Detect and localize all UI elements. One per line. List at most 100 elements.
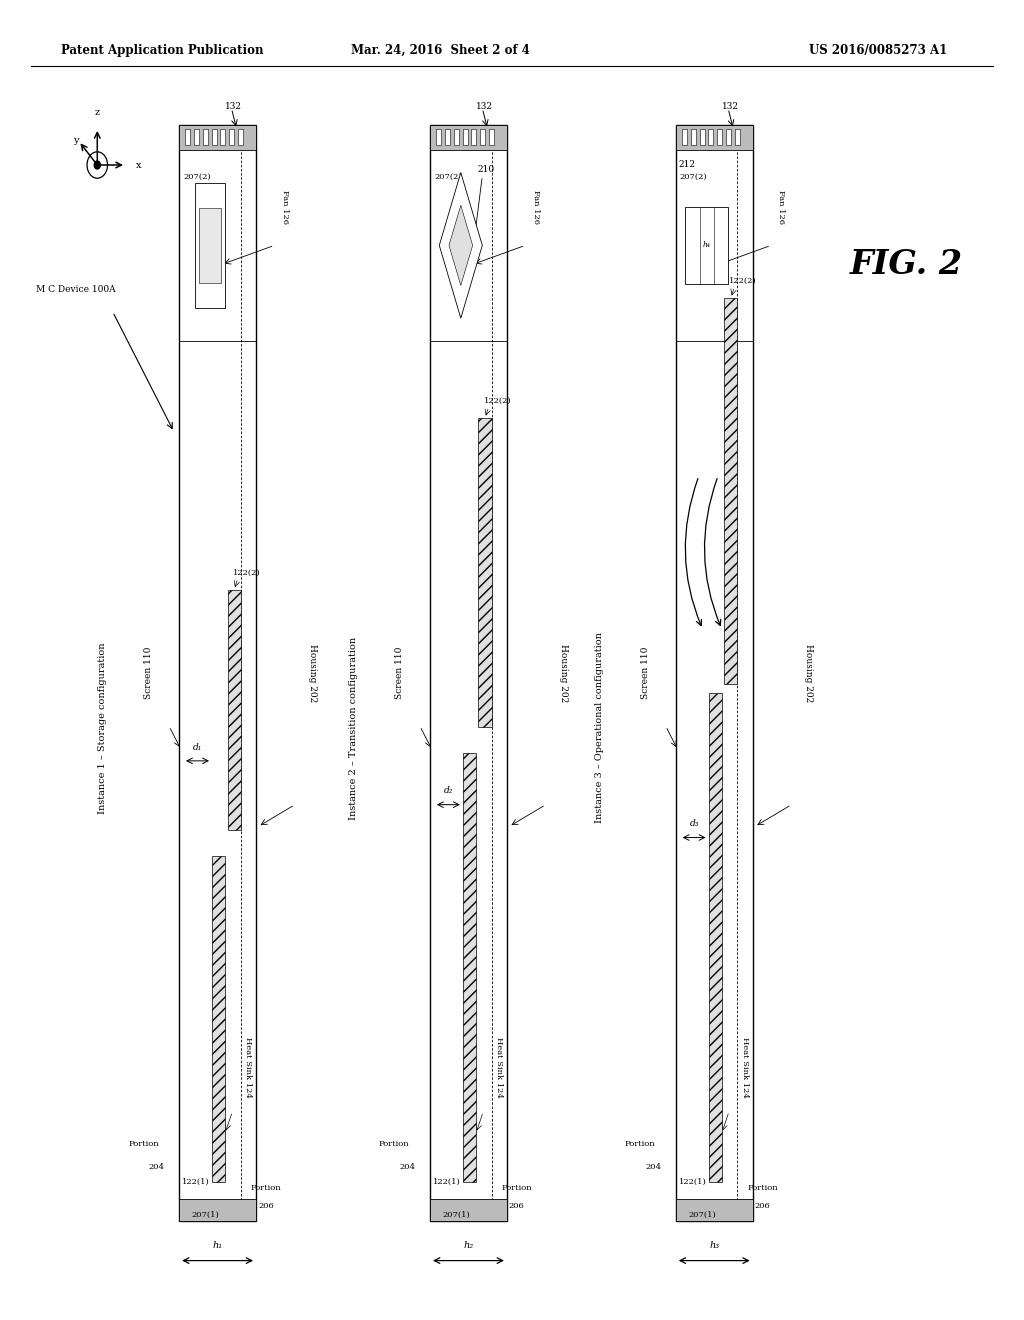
Text: Fan 126: Fan 126 bbox=[281, 190, 289, 224]
Text: 207(1): 207(1) bbox=[442, 1210, 470, 1218]
Text: z: z bbox=[94, 108, 100, 117]
Text: Heat Sink 124: Heat Sink 124 bbox=[496, 1038, 503, 1098]
Bar bbox=[734, 129, 739, 145]
Bar bbox=[471, 129, 476, 145]
Bar bbox=[709, 693, 722, 1181]
Text: 204: 204 bbox=[645, 1163, 662, 1171]
Text: 204: 204 bbox=[148, 1163, 165, 1171]
Polygon shape bbox=[439, 173, 482, 318]
Text: Housing 202: Housing 202 bbox=[308, 644, 316, 702]
Text: Screen 110: Screen 110 bbox=[144, 647, 153, 700]
Bar bbox=[220, 129, 225, 145]
Bar bbox=[430, 125, 507, 149]
Bar bbox=[726, 129, 731, 145]
Text: Instance 3 – Operational configuration: Instance 3 – Operational configuration bbox=[595, 632, 603, 824]
Text: 210: 210 bbox=[477, 165, 495, 174]
Circle shape bbox=[94, 161, 100, 169]
Text: 132: 132 bbox=[476, 102, 494, 111]
Bar bbox=[436, 129, 441, 145]
Bar bbox=[179, 1199, 256, 1221]
Text: 206: 206 bbox=[509, 1203, 524, 1210]
Bar bbox=[430, 125, 507, 1221]
Text: 122(2): 122(2) bbox=[729, 277, 757, 285]
Text: Heat Sink 124: Heat Sink 124 bbox=[245, 1038, 252, 1098]
Bar bbox=[179, 125, 256, 149]
Text: Instance 2 – Transition configuration: Instance 2 – Transition configuration bbox=[349, 636, 357, 820]
Bar bbox=[682, 129, 687, 145]
Text: Fan 126: Fan 126 bbox=[777, 190, 785, 224]
Bar bbox=[203, 129, 208, 145]
Text: 122(2): 122(2) bbox=[483, 397, 511, 405]
Text: Portion: Portion bbox=[128, 1140, 159, 1148]
Text: FIG. 2: FIG. 2 bbox=[850, 248, 963, 281]
Text: 122(2): 122(2) bbox=[232, 569, 260, 577]
Text: Portion: Portion bbox=[502, 1184, 532, 1192]
Bar bbox=[212, 129, 217, 145]
Text: Portion: Portion bbox=[748, 1184, 778, 1192]
Bar bbox=[195, 183, 225, 308]
Text: US 2016/0085273 A1: US 2016/0085273 A1 bbox=[809, 44, 947, 57]
Text: Patent Application Publication: Patent Application Publication bbox=[61, 44, 264, 57]
Text: 132: 132 bbox=[225, 102, 243, 111]
Bar bbox=[691, 129, 695, 145]
Bar bbox=[463, 752, 476, 1181]
Text: 122(1): 122(1) bbox=[433, 1177, 461, 1185]
Bar bbox=[195, 129, 199, 145]
Text: Portion: Portion bbox=[625, 1140, 655, 1148]
Bar bbox=[699, 129, 705, 145]
Bar bbox=[454, 129, 459, 145]
Text: h₄: h₄ bbox=[702, 242, 711, 249]
Text: 206: 206 bbox=[258, 1203, 273, 1210]
Text: Housing 202: Housing 202 bbox=[559, 644, 567, 702]
Text: 207(2): 207(2) bbox=[680, 173, 708, 181]
Text: 122(1): 122(1) bbox=[182, 1177, 210, 1185]
Bar bbox=[227, 590, 241, 830]
Bar bbox=[709, 129, 714, 145]
Text: Screen 110: Screen 110 bbox=[641, 647, 649, 700]
Bar bbox=[430, 1199, 507, 1221]
Text: M C Device 100A: M C Device 100A bbox=[36, 285, 116, 294]
Bar bbox=[478, 418, 492, 727]
Text: Portion: Portion bbox=[251, 1184, 282, 1192]
Bar bbox=[445, 129, 450, 145]
Bar bbox=[199, 209, 220, 282]
Bar bbox=[179, 125, 256, 1221]
Text: 207(2): 207(2) bbox=[183, 173, 211, 181]
Text: 132: 132 bbox=[722, 102, 739, 111]
Text: x: x bbox=[136, 161, 141, 169]
Bar bbox=[229, 129, 234, 145]
Bar bbox=[717, 129, 722, 145]
Polygon shape bbox=[449, 206, 473, 285]
Text: h₂: h₂ bbox=[464, 1241, 473, 1250]
Text: y: y bbox=[73, 136, 79, 145]
Text: Heat Sink 124: Heat Sink 124 bbox=[741, 1038, 749, 1098]
Bar bbox=[676, 125, 753, 149]
Bar bbox=[238, 129, 243, 145]
Bar bbox=[685, 207, 728, 284]
Bar bbox=[488, 129, 494, 145]
Bar bbox=[212, 855, 225, 1181]
Bar bbox=[463, 129, 468, 145]
Bar bbox=[724, 298, 737, 684]
Text: h₃: h₃ bbox=[710, 1241, 719, 1250]
Text: 207(1): 207(1) bbox=[191, 1210, 219, 1218]
Text: 212: 212 bbox=[679, 160, 696, 169]
Text: Mar. 24, 2016  Sheet 2 of 4: Mar. 24, 2016 Sheet 2 of 4 bbox=[351, 44, 529, 57]
Text: 207(1): 207(1) bbox=[688, 1210, 716, 1218]
Bar bbox=[676, 125, 753, 1221]
Text: Instance 1 – Storage configuration: Instance 1 – Storage configuration bbox=[98, 643, 106, 813]
Bar bbox=[676, 1199, 753, 1221]
Text: d₂: d₂ bbox=[443, 787, 453, 796]
Text: Housing 202: Housing 202 bbox=[805, 644, 813, 702]
Text: 122(1): 122(1) bbox=[679, 1177, 707, 1185]
Text: h₁: h₁ bbox=[213, 1241, 222, 1250]
Text: d₃: d₃ bbox=[689, 820, 698, 829]
Text: Screen 110: Screen 110 bbox=[395, 647, 403, 700]
Text: d₁: d₁ bbox=[193, 743, 202, 751]
Text: 207(2): 207(2) bbox=[434, 173, 462, 181]
Text: 206: 206 bbox=[755, 1203, 770, 1210]
Bar bbox=[480, 129, 485, 145]
Text: Fan 126: Fan 126 bbox=[531, 190, 540, 224]
Text: Portion: Portion bbox=[379, 1140, 410, 1148]
Bar bbox=[185, 129, 190, 145]
